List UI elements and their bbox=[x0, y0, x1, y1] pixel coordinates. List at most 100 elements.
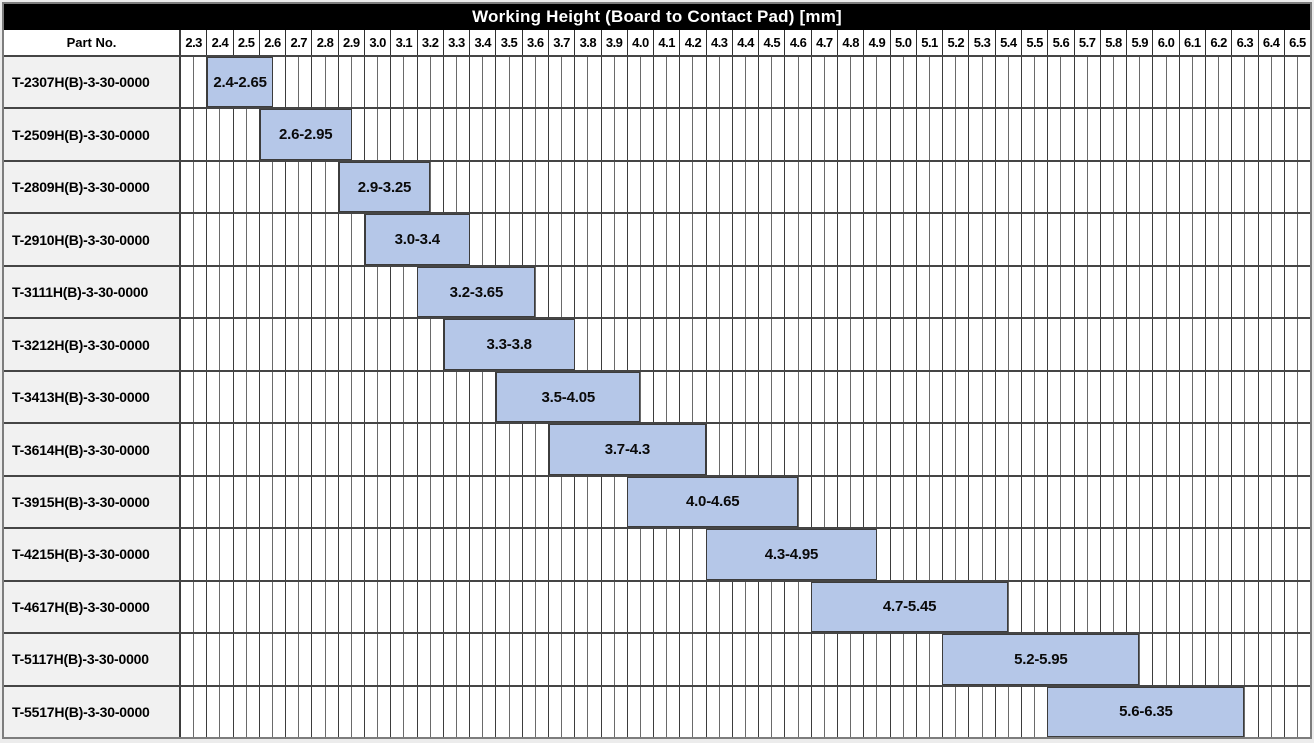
grid-subcell bbox=[193, 161, 206, 213]
grid-subcell bbox=[968, 476, 981, 528]
grid-subcell bbox=[718, 161, 732, 213]
grid-subcell bbox=[758, 161, 771, 213]
grid-subcell bbox=[797, 57, 811, 108]
grid-subcell bbox=[968, 424, 981, 475]
grid-subcell bbox=[219, 581, 232, 633]
grid-subcell bbox=[929, 266, 942, 318]
grid-subcell bbox=[324, 161, 338, 213]
grid-subcell bbox=[271, 529, 285, 580]
grid-subcell bbox=[1099, 319, 1113, 370]
grid-subcell bbox=[915, 214, 929, 265]
grid-subcell bbox=[823, 214, 837, 265]
grid-subcell bbox=[508, 161, 522, 213]
grid-subcell bbox=[1296, 161, 1310, 213]
axis-tick: 3.9 bbox=[600, 30, 627, 55]
grid-subcell bbox=[350, 686, 364, 738]
grid-subcell bbox=[561, 161, 574, 213]
grid-subcell bbox=[1178, 424, 1192, 475]
grid-subcell bbox=[666, 634, 679, 685]
grid-subcell bbox=[1283, 214, 1297, 265]
grid-subcell bbox=[245, 319, 259, 370]
grid-subcell bbox=[810, 214, 824, 265]
grid-subcell bbox=[181, 267, 193, 317]
grid-subcell bbox=[1021, 57, 1034, 108]
grid-subcell bbox=[258, 581, 272, 633]
grid-subcell bbox=[771, 686, 784, 738]
grid-subcell bbox=[1296, 319, 1310, 370]
grid-subcell bbox=[653, 161, 666, 213]
grid-subcell bbox=[350, 581, 364, 633]
grid-subcell bbox=[758, 214, 771, 265]
grid-subcell bbox=[232, 634, 246, 685]
grid-subcell bbox=[797, 109, 811, 160]
grid-subcell bbox=[181, 214, 193, 264]
axis-tick: 2.9 bbox=[337, 30, 364, 55]
grid-subcell bbox=[285, 686, 298, 738]
grid-subcell bbox=[561, 634, 574, 685]
grid-subcell bbox=[311, 57, 324, 108]
grid-subcell bbox=[955, 476, 968, 528]
grid-subcell bbox=[1139, 161, 1152, 213]
grid-subcell bbox=[1178, 266, 1192, 318]
grid-subcell bbox=[311, 529, 324, 580]
grid-subcell bbox=[181, 57, 193, 107]
axis-tick: 5.8 bbox=[1099, 30, 1126, 55]
grid-subcell bbox=[574, 57, 587, 108]
grid-subcell bbox=[1178, 57, 1192, 108]
grid-subcell bbox=[1257, 634, 1271, 685]
grid-subcell bbox=[193, 109, 206, 160]
grid-subcell bbox=[666, 529, 679, 580]
grid-subcell bbox=[416, 371, 430, 423]
grid-subcell bbox=[626, 109, 640, 160]
grid-subcell bbox=[745, 161, 758, 213]
grid-subcell bbox=[495, 371, 508, 423]
grid-subcell bbox=[285, 57, 298, 108]
grid-subcell bbox=[258, 529, 272, 580]
grid-subcell bbox=[521, 214, 535, 265]
grid-subcell bbox=[206, 529, 219, 580]
grid-subcell bbox=[1047, 581, 1060, 633]
grid-subcell bbox=[1152, 424, 1165, 475]
grid-subcell bbox=[1296, 266, 1310, 318]
grid-subcell bbox=[981, 57, 995, 108]
grid-subcell bbox=[1126, 581, 1139, 633]
chart-row: T-4215H(B)-3-30-0000 4.3-4.95 bbox=[4, 527, 1310, 580]
grid-subcell bbox=[600, 109, 614, 160]
grid-subcell bbox=[1165, 581, 1179, 633]
grid-subcell bbox=[679, 686, 692, 738]
grid-subcell bbox=[692, 634, 705, 685]
grid-subcell bbox=[403, 109, 416, 160]
grid-subcell bbox=[1191, 634, 1205, 685]
grid-subcell bbox=[337, 634, 351, 685]
grid-subcell bbox=[823, 476, 837, 528]
axis-tick: 4.3 bbox=[705, 30, 732, 55]
chart-row: T-5517H(B)-3-30-0000 5.6-6.35 bbox=[4, 684, 1310, 738]
grid-subcell bbox=[837, 634, 850, 685]
range-bar: 2.4-2.65 bbox=[207, 57, 273, 108]
grid-subcell bbox=[994, 686, 1008, 738]
grid-subcell bbox=[337, 319, 351, 370]
grid-subcell bbox=[1257, 529, 1271, 580]
row-grid: 2.4-2.65 bbox=[181, 57, 1310, 108]
grid-subcell bbox=[377, 686, 390, 738]
grid-subcell bbox=[797, 371, 811, 423]
grid-subcell bbox=[1270, 161, 1284, 213]
grid-subcell bbox=[915, 634, 929, 685]
grid-subcell bbox=[1204, 424, 1218, 475]
grid-subcell bbox=[1244, 319, 1257, 370]
grid-subcell bbox=[1165, 371, 1179, 423]
grid-subcell bbox=[469, 529, 482, 580]
grid-subcell bbox=[534, 109, 548, 160]
range-bar: 5.6-6.35 bbox=[1047, 686, 1245, 738]
grid-subcell bbox=[1178, 319, 1192, 370]
grid-subcell bbox=[955, 161, 968, 213]
grid-subcell bbox=[1047, 476, 1060, 528]
grid-subcell bbox=[1204, 266, 1218, 318]
grid-subcell bbox=[403, 319, 416, 370]
grid-subcell bbox=[1204, 529, 1218, 580]
grid-subcell bbox=[929, 214, 942, 265]
grid-subcell bbox=[271, 57, 285, 108]
grid-subcell bbox=[469, 371, 482, 423]
grid-subcell bbox=[193, 424, 206, 475]
grid-subcell bbox=[745, 214, 758, 265]
